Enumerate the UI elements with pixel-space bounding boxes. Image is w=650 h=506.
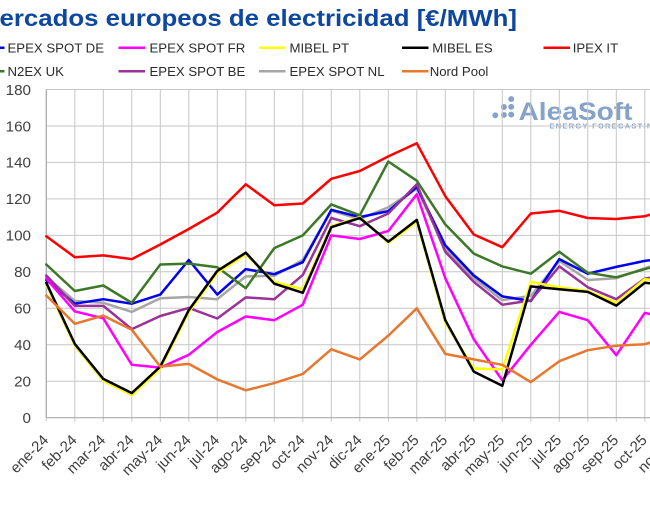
svg-text:MIBEL PT: MIBEL PT <box>290 41 350 56</box>
svg-text:120: 120 <box>6 191 31 208</box>
svg-text:EPEX SPOT DE: EPEX SPOT DE <box>8 41 105 56</box>
svg-text:160: 160 <box>6 118 31 135</box>
svg-text:EPEX SPOT NL: EPEX SPOT NL <box>290 64 385 79</box>
svg-text:40: 40 <box>14 337 31 354</box>
svg-text:100: 100 <box>6 228 31 245</box>
svg-text:N2EX UK: N2EX UK <box>8 64 65 79</box>
svg-text:Nord Pool: Nord Pool <box>430 64 489 79</box>
svg-text:20: 20 <box>14 374 31 391</box>
svg-text:0: 0 <box>23 410 31 427</box>
svg-text:140: 140 <box>6 155 31 172</box>
svg-text:Mercados europeos de electrici: Mercados europeos de electricidad [€/MWh… <box>0 5 517 31</box>
svg-text:IPEX IT: IPEX IT <box>573 41 618 56</box>
svg-text:60: 60 <box>14 301 31 318</box>
svg-text:EPEX SPOT FR: EPEX SPOT FR <box>150 41 246 56</box>
svg-text:AleaSoft: AleaSoft <box>519 98 634 126</box>
svg-text:80: 80 <box>14 264 31 281</box>
svg-text:MIBEL ES: MIBEL ES <box>432 41 493 56</box>
svg-text:180: 180 <box>6 82 31 99</box>
svg-text:EPEX SPOT BE: EPEX SPOT BE <box>150 64 246 79</box>
